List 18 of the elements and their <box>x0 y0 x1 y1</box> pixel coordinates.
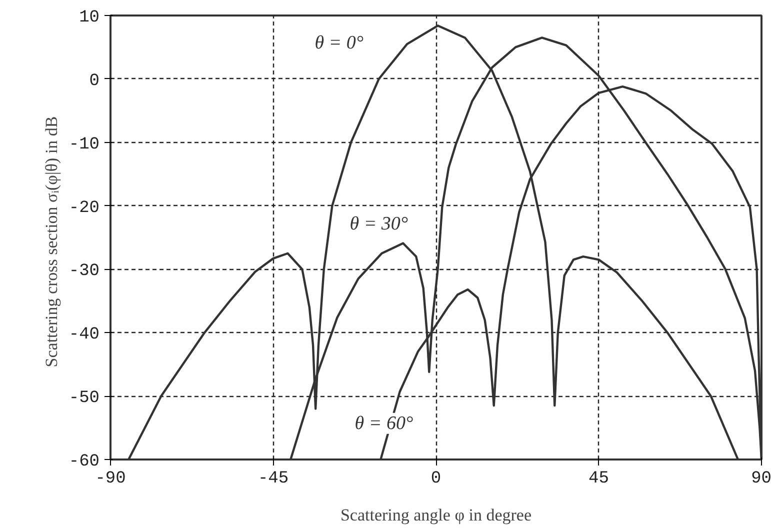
y-tick-label: -20 <box>68 198 100 218</box>
x-tick-label: -90 <box>95 470 126 488</box>
y-tick-label: -50 <box>68 389 100 408</box>
y-tick-label: 10 <box>79 8 100 28</box>
x-tick-label: 0 <box>430 470 442 488</box>
x-tick-label: -45 <box>258 470 289 488</box>
x-tick-label: 45 <box>588 470 609 488</box>
y-tick-label: -40 <box>68 326 100 345</box>
x-axis-title: Scattering angle φ in degree <box>340 506 532 524</box>
y-axis-title: Scattering cross section σᵢ(φ|θ) in dB <box>42 116 61 368</box>
y-tick-label: 0 <box>89 72 100 91</box>
x-tick-label: 90 <box>751 470 771 488</box>
y-tick-label: -30 <box>68 262 100 282</box>
series-label: θ = 0° <box>314 32 364 54</box>
series-label: θ = 60° <box>354 412 414 434</box>
series-label: θ = 30° <box>350 214 408 235</box>
y-tick-label: -60 <box>68 452 100 472</box>
y-tick-label: -10 <box>68 135 100 154</box>
